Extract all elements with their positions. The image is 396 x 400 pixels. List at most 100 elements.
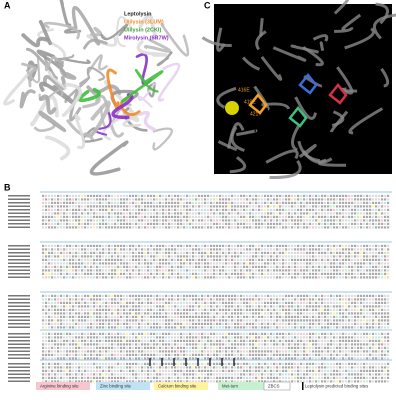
residue-cell: [375, 219, 378, 222]
residue-cell: [189, 315, 192, 318]
residue-cell: [327, 198, 330, 201]
residue-cell: [132, 222, 135, 225]
residue-cell: [270, 315, 273, 318]
residue-cell: [105, 305, 108, 308]
residue-cell: [102, 226, 105, 229]
residue-cell: [321, 357, 324, 360]
residue-cell: [231, 226, 234, 229]
residue-cell: [261, 262, 264, 265]
residue-cell: [186, 373, 189, 376]
residue-cell: [246, 332, 249, 335]
residue-cell: [321, 305, 324, 308]
residue-cell: [183, 343, 186, 346]
residue-cell: [177, 305, 180, 308]
residue-cell: [240, 212, 243, 215]
residue-cell: [195, 269, 198, 272]
residue-cell: [204, 305, 207, 308]
residue-cell: [270, 201, 273, 204]
residue-cell: [213, 251, 216, 254]
residue-cell: [282, 226, 285, 229]
residue-cell: [57, 258, 60, 261]
residue-cell: [378, 298, 381, 301]
residue-cell: [210, 208, 213, 211]
residue-cell: [198, 269, 201, 272]
residue-cell: [78, 272, 81, 275]
residue-cell: [321, 272, 324, 275]
residue-cell: [354, 255, 357, 258]
residue-cell: [204, 343, 207, 346]
residue-cell: [354, 276, 357, 279]
residue-cell: [138, 305, 141, 308]
residue-cell: [144, 336, 147, 339]
residue-cell: [204, 353, 207, 356]
residue-cell: [345, 369, 348, 372]
residue-cell: [381, 315, 384, 318]
residue-cell: [222, 208, 225, 211]
residue-cell: [171, 201, 174, 204]
residue-cell: [255, 312, 258, 315]
residue-cell: [42, 194, 45, 197]
residue-cell: [240, 332, 243, 335]
residue-cell: [174, 212, 177, 215]
residue-cell: [84, 343, 87, 346]
residue-cell: [126, 201, 129, 204]
residue-cell: [312, 269, 315, 272]
residue-cell: [216, 298, 219, 301]
residue-cell: [243, 194, 246, 197]
residue-cell: [84, 369, 87, 372]
residue-cell: [264, 312, 267, 315]
residue-cell: [219, 198, 222, 201]
residue-cell: [177, 198, 180, 201]
residue-cell: [75, 262, 78, 265]
residue-cell: [276, 248, 279, 251]
residue-cell: [156, 369, 159, 372]
residue-cell: [357, 215, 360, 218]
residue-cell: [123, 201, 126, 204]
residue-cell: [366, 353, 369, 356]
residue-cell: [264, 198, 267, 201]
residue-cell: [189, 205, 192, 208]
residue-cell: [144, 262, 147, 265]
residue-cell: [141, 276, 144, 279]
residue-cell: [120, 301, 123, 304]
residue-cell: [348, 357, 351, 360]
residue-cell: [306, 301, 309, 304]
residue-cell: [273, 332, 276, 335]
residue-cell: [213, 262, 216, 265]
residue-cell: [180, 305, 183, 308]
residue-cell: [354, 298, 357, 301]
residue-cell: [174, 366, 177, 369]
residue-cell: [231, 258, 234, 261]
residue-cell: [84, 346, 87, 349]
residue-cell: [186, 346, 189, 349]
residue-cell: [96, 332, 99, 335]
residue-cell: [303, 353, 306, 356]
residue-cell: [48, 269, 51, 272]
residue-cell: [285, 366, 288, 369]
residue-cell: [72, 194, 75, 197]
residue-cell: [273, 362, 276, 365]
residue-cell: [177, 322, 180, 325]
residue-cell: [315, 258, 318, 261]
residue-cell: [213, 205, 216, 208]
residue-cell: [342, 212, 345, 215]
residue-cell: [90, 332, 93, 335]
residue-cell: [318, 244, 321, 247]
residue-cell: [93, 301, 96, 304]
residue-cell: [72, 265, 75, 268]
residue-cell: [186, 366, 189, 369]
residue-cell: [198, 276, 201, 279]
residue-cell: [333, 369, 336, 372]
residue-cell: [372, 201, 375, 204]
residue-cell: [66, 276, 69, 279]
residue-cell: [123, 350, 126, 353]
residue-cell: [363, 276, 366, 279]
residue-cell: [180, 244, 183, 247]
residue-cell: [204, 294, 207, 297]
residue-cell: [234, 265, 237, 268]
residue-cell: [333, 258, 336, 261]
residue-cell: [387, 308, 390, 311]
residue-cell: [312, 346, 315, 349]
residue-cell: [249, 194, 252, 197]
